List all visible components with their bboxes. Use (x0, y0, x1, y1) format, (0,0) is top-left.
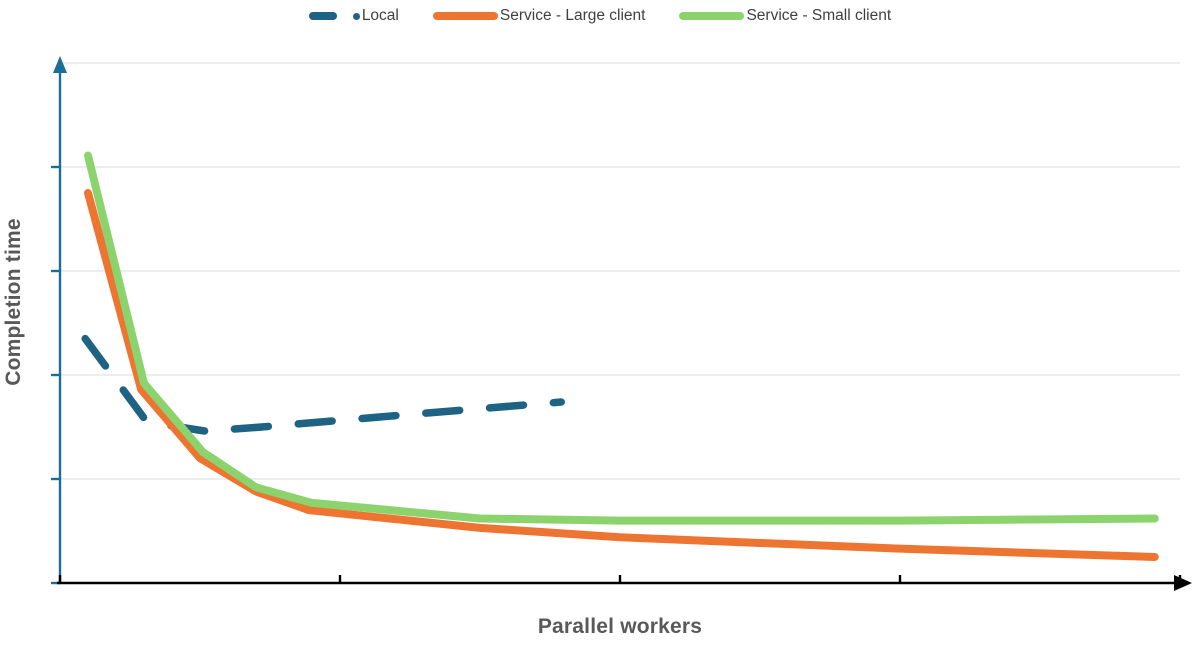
legend-item-service-small[interactable]: Service - Small client (679, 6, 891, 26)
legend-item-service-large[interactable]: Service - Large client (432, 6, 646, 26)
series-line-local (81, 334, 565, 435)
x-axis-arrow-icon (1174, 575, 1192, 591)
series-line-service-large-client (84, 189, 1159, 561)
legend-label: Local (361, 7, 399, 24)
legend-label: Service - Small client (746, 7, 892, 24)
local-dot-icon (352, 12, 360, 20)
service-small-line-icon (679, 12, 745, 20)
x-axis-title: Parallel workers (537, 615, 703, 638)
series-line-service-small-client (84, 151, 1159, 525)
legend-label: Service - Large client (499, 7, 646, 24)
service-large-line-icon (432, 12, 498, 20)
y-axis-title: Completion time (2, 218, 25, 386)
legend-item-local[interactable]: Local (308, 6, 399, 26)
y-axis-arrow-icon (53, 56, 67, 73)
chart-legend: Local Service - Large client Service - S… (0, 6, 1200, 26)
local-dash-icon (308, 12, 337, 20)
